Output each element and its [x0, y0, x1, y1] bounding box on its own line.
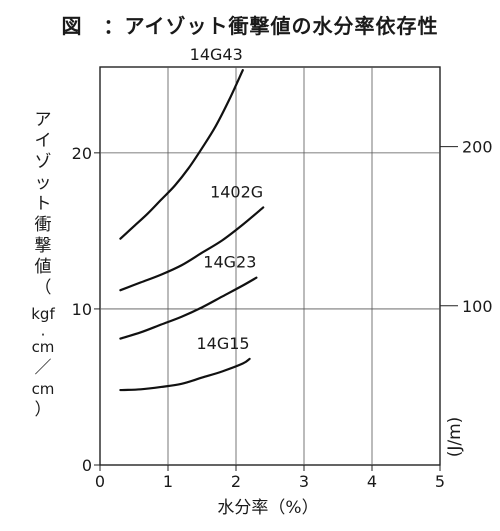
y-axis-label-char: 衝 [35, 215, 52, 235]
series-label: 14G15 [196, 334, 249, 353]
y2-axis-label: (J/m) [445, 417, 465, 458]
series-label: 1402G [210, 182, 263, 201]
y2-tick-label: 200 [462, 138, 493, 157]
plot-frame [99, 66, 441, 466]
series-label: 14G43 [190, 45, 243, 64]
y-axis-label-char: イ [35, 131, 52, 151]
y-axis-label-char: · [41, 326, 46, 344]
series-line-14G23 [119, 276, 258, 340]
series-line-14G15 [119, 357, 251, 392]
y-tick-label: 0 [82, 456, 92, 475]
y-axis-label-char: ゾ [35, 152, 52, 172]
y-axis-label-char: （ [35, 278, 52, 298]
y-axis-label-char: 撃 [35, 236, 52, 256]
y-axis-label-char: kgf [31, 305, 55, 323]
x-tick-label: 1 [163, 472, 173, 491]
x-tick-label: 3 [299, 472, 309, 491]
series-line-14G43 [119, 69, 244, 240]
y-tick-label: 20 [72, 144, 92, 163]
series-label: 14G23 [203, 253, 256, 272]
y-axis-label-char: cm [32, 338, 55, 356]
y-tick-label: 10 [72, 300, 92, 319]
y2-tick-label: 100 [462, 297, 493, 316]
y-axis-label-char: ア [35, 110, 52, 130]
series-line-1402G [119, 206, 265, 292]
y-axis-label-char: ／ [35, 358, 52, 378]
x-axis-label: 水分率（%） [217, 498, 318, 518]
chart-title: 図 ：アイゾット衝撃値の水分率依存性 [61, 14, 439, 38]
x-tick-label: 2 [231, 472, 241, 491]
y-axis-label-char: ト [35, 194, 52, 214]
y-axis-label-char: ッ [35, 173, 52, 193]
x-tick-label: 0 [95, 472, 105, 491]
y-axis-label-char: cm [32, 380, 55, 398]
y-axis-label-char: 値 [35, 257, 52, 277]
y-axis-label-char: ） [35, 400, 52, 420]
x-tick-label: 5 [435, 472, 445, 491]
x-tick-label: 4 [367, 472, 377, 491]
